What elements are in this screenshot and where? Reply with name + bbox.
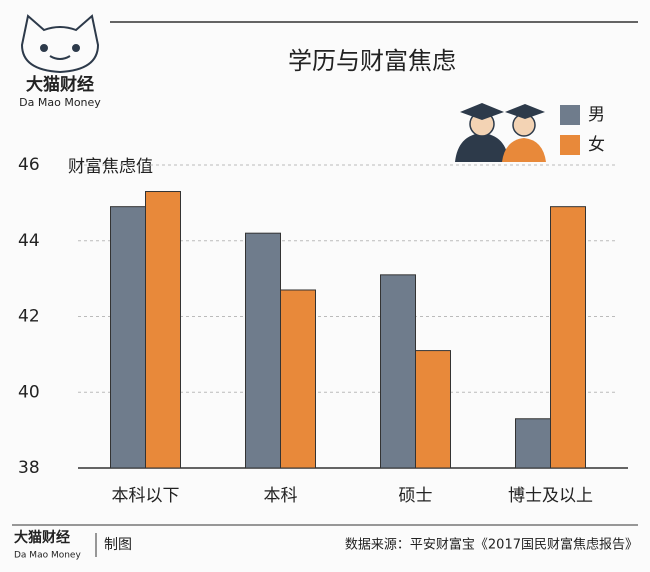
y-axis-label: 财富焦虑值 [68,157,153,177]
legend-label: 女 [588,135,605,155]
x-tick-label: 硕士 [399,486,433,506]
legend-label: 男 [588,105,605,125]
chart-title: 学历与财富焦虑 [288,47,456,75]
graduates-icon [455,103,546,162]
footer-logo-cn: 大猫财经 [14,529,70,546]
legend-swatch [560,135,580,155]
bar [110,206,146,469]
x-tick-label: 博士及以上 [508,486,593,506]
x-tick-label: 本科以下 [112,486,180,506]
y-tick-label: 46 [18,155,40,175]
y-tick-label: 42 [18,307,40,327]
footer-logo-en: Da Mao Money [14,551,81,561]
footer-credit: 制图 [104,537,132,553]
bar [550,206,586,469]
bar [515,418,551,469]
bar [380,274,416,469]
y-tick-label: 44 [18,231,40,251]
bar [145,191,181,469]
legend-swatch [560,105,580,125]
y-tick-label: 38 [18,458,40,478]
x-tick-label: 本科 [264,486,298,506]
bar [415,350,451,469]
footer-source: 数据来源：平安财富宝《2017国民财富焦虑报告》 [345,537,638,553]
bar [245,232,281,469]
logo-icon [20,14,100,74]
y-tick-label: 40 [18,382,40,402]
logo-en: Da Mao Money [19,96,101,109]
logo-cn: 大猫财经 [26,74,94,95]
bar [280,289,316,469]
